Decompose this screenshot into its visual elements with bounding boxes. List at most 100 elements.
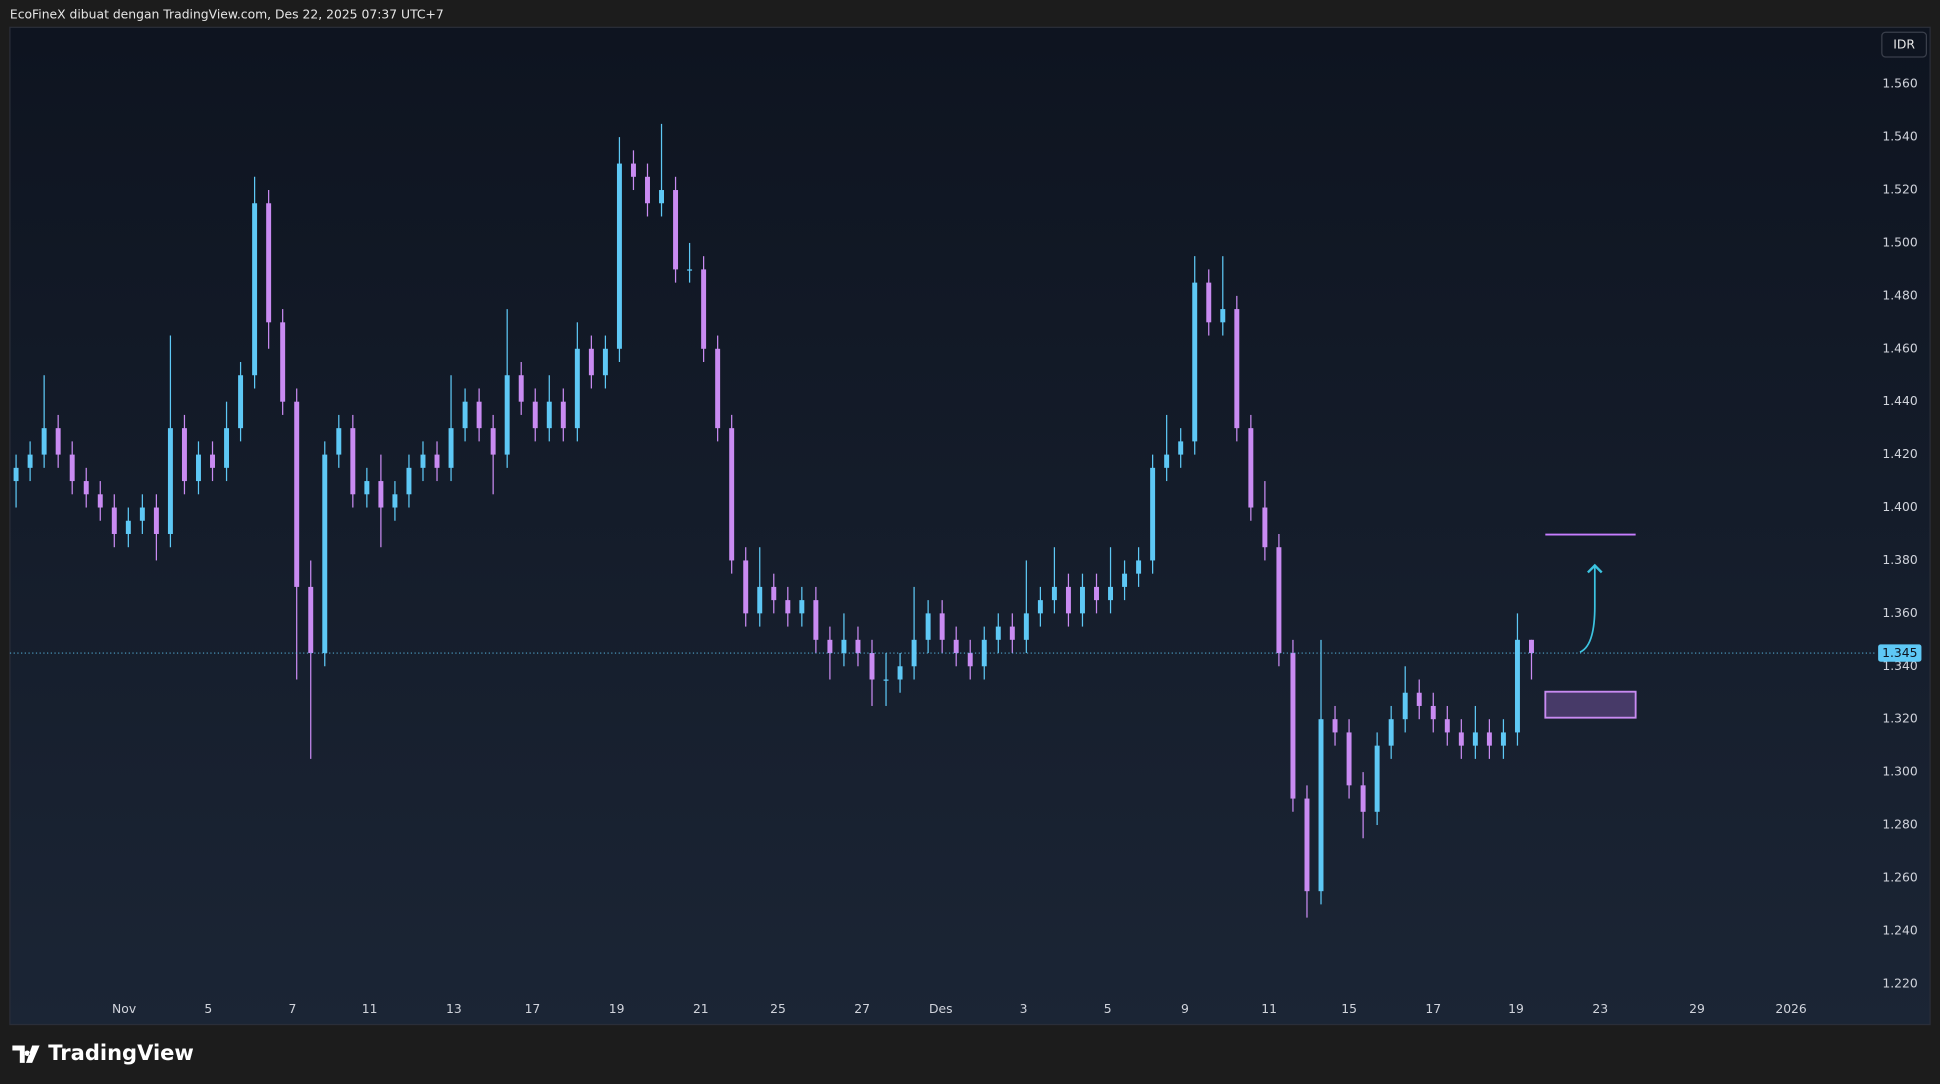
candle-body bbox=[392, 494, 398, 508]
candle-body bbox=[1164, 454, 1170, 468]
candle-body bbox=[294, 401, 300, 587]
candle-body bbox=[1416, 692, 1422, 706]
candle-body bbox=[1108, 586, 1114, 601]
candle-body bbox=[1037, 600, 1043, 614]
candle-body bbox=[266, 203, 272, 323]
y-tick-label: 1.360 bbox=[1882, 606, 1918, 620]
candle-body bbox=[687, 269, 693, 271]
candle-body bbox=[659, 190, 664, 204]
candle-body bbox=[1122, 573, 1128, 587]
candle-body bbox=[1248, 428, 1254, 508]
x-tick-label: 19 bbox=[1508, 1002, 1524, 1016]
candle-body bbox=[350, 428, 356, 495]
arrow bbox=[1579, 563, 1603, 653]
y-tick-label: 1.340 bbox=[1882, 659, 1918, 673]
candle-body bbox=[434, 454, 440, 468]
candle-body bbox=[1065, 586, 1071, 614]
candle-body bbox=[420, 454, 426, 468]
candle-body bbox=[630, 163, 636, 177]
candle-body bbox=[1360, 785, 1366, 812]
candle-body bbox=[785, 600, 791, 614]
currency-label: IDR bbox=[1893, 38, 1915, 52]
y-tick-label: 1.220 bbox=[1882, 976, 1918, 990]
candle-body bbox=[574, 348, 580, 429]
candle-body bbox=[701, 269, 707, 349]
x-tick-label: 19 bbox=[609, 1002, 625, 1016]
candle-body bbox=[532, 401, 538, 429]
y-tick-label: 1.560 bbox=[1882, 77, 1918, 91]
candle-body bbox=[1276, 547, 1282, 654]
candle-body bbox=[97, 494, 103, 508]
candle-body bbox=[1332, 719, 1338, 733]
candle-body bbox=[588, 348, 594, 376]
candle-body bbox=[883, 679, 889, 681]
candle-body bbox=[841, 639, 847, 654]
candle-body bbox=[1051, 586, 1057, 601]
candle-body bbox=[911, 639, 917, 667]
candle-body bbox=[855, 639, 861, 654]
candle-body bbox=[1430, 705, 1436, 720]
candle-body bbox=[673, 190, 679, 270]
candle-body bbox=[518, 375, 524, 402]
candle-body bbox=[1500, 732, 1506, 746]
candle-body bbox=[13, 467, 19, 482]
candle-body bbox=[981, 639, 987, 667]
candle-body bbox=[41, 428, 47, 455]
candle-body bbox=[336, 428, 342, 455]
candle-body bbox=[897, 666, 903, 680]
candle-body bbox=[125, 520, 131, 534]
candle-body bbox=[55, 428, 61, 455]
candle-body bbox=[308, 586, 314, 654]
candle-body bbox=[322, 454, 328, 654]
candle-body bbox=[406, 467, 412, 495]
candle-body bbox=[939, 613, 945, 640]
candle-body bbox=[280, 322, 286, 402]
candle-body bbox=[1514, 639, 1520, 733]
brand-name: TradingView bbox=[48, 1040, 194, 1065]
candle-body bbox=[378, 481, 384, 508]
y-tick-label: 1.400 bbox=[1882, 500, 1918, 514]
candle-body bbox=[1290, 653, 1296, 799]
candle-body bbox=[1009, 626, 1015, 640]
y-tick-label: 1.460 bbox=[1882, 341, 1918, 355]
candle-body bbox=[546, 401, 552, 429]
candle-body bbox=[1220, 309, 1226, 323]
currency-box bbox=[1881, 31, 1928, 58]
zone-box bbox=[1544, 690, 1637, 719]
candle-body bbox=[1136, 560, 1142, 574]
candle-body bbox=[771, 586, 777, 601]
candle-body bbox=[1388, 719, 1394, 746]
x-tick-label: 7 bbox=[289, 1002, 297, 1016]
x-tick-label: 3 bbox=[1020, 1002, 1028, 1016]
y-tick-label: 1.260 bbox=[1882, 870, 1918, 884]
candle-body bbox=[1234, 309, 1240, 429]
candle-body bbox=[1486, 732, 1492, 746]
x-tick-label: 17 bbox=[525, 1002, 541, 1016]
y-tick-label: 1.500 bbox=[1882, 235, 1918, 249]
candle-body bbox=[504, 375, 510, 455]
y-tick-label: 1.320 bbox=[1882, 712, 1918, 726]
candle-body bbox=[448, 428, 454, 468]
candle-body bbox=[139, 507, 145, 521]
y-tick-label: 1.440 bbox=[1882, 394, 1918, 408]
x-tick-label: 21 bbox=[693, 1002, 709, 1016]
y-tick-label: 1.520 bbox=[1882, 183, 1918, 197]
x-tick-label: 29 bbox=[1689, 1002, 1705, 1016]
brand-logo bbox=[12, 1045, 40, 1063]
candle-body bbox=[827, 639, 833, 654]
candle-body bbox=[111, 507, 117, 534]
candle-body bbox=[813, 600, 819, 640]
candle-body bbox=[1458, 732, 1464, 746]
x-tick-label: 5 bbox=[1104, 1002, 1112, 1016]
candle-body bbox=[490, 428, 496, 455]
y-tick-label: 1.540 bbox=[1882, 130, 1918, 144]
candle-body bbox=[602, 348, 608, 376]
candle-body bbox=[1094, 586, 1099, 601]
candle-body bbox=[1178, 441, 1184, 455]
candle-body bbox=[953, 639, 959, 654]
candle-body bbox=[743, 560, 749, 614]
x-tick-label: 17 bbox=[1425, 1002, 1441, 1016]
candle-body bbox=[560, 401, 566, 429]
candle-body bbox=[224, 428, 230, 468]
